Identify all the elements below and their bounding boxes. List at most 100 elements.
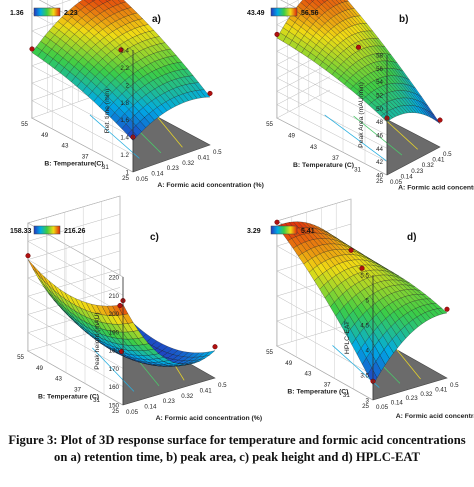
wall-gridline (27, 195, 124, 278)
colorbar-max-label: 2.23 (64, 10, 78, 17)
design-point (274, 219, 280, 225)
wall-gridline (27, 214, 124, 296)
y-tick-label: 49 (288, 132, 295, 139)
z-tick-label: 190 (109, 329, 120, 336)
x-tick-label: 0.5 (218, 382, 227, 389)
x-axis-title: A: Formic acid concentration (%) (156, 415, 263, 422)
z-tick-label: 4.5 (360, 323, 369, 330)
y-tick-label: 55 (17, 354, 24, 361)
design-point (348, 247, 354, 253)
z-tick-label: 3 (366, 398, 370, 405)
colorbar (270, 225, 298, 235)
x-tick-label: 0.5 (443, 151, 452, 158)
z-tick-label: 5 (366, 298, 370, 305)
y-axis-title: B: Temperature(C) (44, 161, 103, 168)
z-tick-label: 1.4 (120, 135, 129, 142)
x-tick-label: 0.05 (390, 179, 403, 186)
z-tick-label: 54 (376, 79, 383, 86)
z-axis-title: Peak Area (mAU/min) (358, 82, 365, 148)
z-tick-label: 220 (109, 275, 120, 282)
y-tick-label: 25 (376, 178, 383, 185)
z-tick-label: 5.5 (360, 273, 369, 280)
x-tick-label: 0.5 (450, 382, 459, 389)
x-tick-label: 0.32 (422, 162, 435, 169)
chart-panel-3: 150 160 170 180 190 200 210 220 Peak height (mAU… (10, 195, 263, 422)
y-axis-title: B: Temperature (C) (287, 389, 348, 396)
z-tick-label: 42 (376, 159, 383, 166)
y-tick-label: 31 (93, 397, 100, 404)
chart-panel-2: 40 42 44 46 48 50 52 54 56 58 Peak Area (mAU/min) 0… (247, 0, 474, 192)
design-point (25, 253, 31, 259)
wall-gridline (31, 90, 134, 173)
x-axis-title: A: Formic acid concentration (%) (396, 413, 474, 420)
design-point (29, 46, 35, 52)
z-tick-label: 40 (376, 173, 383, 180)
z-tick-label: 52 (376, 93, 383, 100)
colorbar-max-label: 56.56 (301, 10, 319, 17)
y-tick-label: 37 (332, 155, 339, 162)
design-point (444, 306, 450, 312)
z-tick-label: 56 (376, 66, 383, 73)
design-point (274, 31, 280, 37)
surface-cell (199, 89, 211, 98)
y-tick-label: 31 (102, 164, 109, 171)
y-tick-label: 55 (21, 121, 28, 128)
wall-gridline (276, 89, 388, 176)
y-tick-label: 25 (112, 408, 119, 415)
x-tick-label: 0.5 (213, 149, 222, 156)
design-point (212, 344, 218, 350)
design-point (437, 117, 443, 123)
y-tick-label: 31 (354, 167, 361, 174)
z-tick-label: 1.2 (120, 152, 129, 159)
z-tick-label: 46 (376, 133, 383, 140)
z-tick-label: 160 (109, 384, 120, 391)
x-axis-title: A: Formic acid concentration (%) (157, 182, 264, 189)
colorbar-min-label: 158.33 (10, 228, 32, 235)
z-tick-label: 210 (109, 293, 120, 300)
design-point (118, 47, 124, 53)
z-tick-label: 180 (109, 348, 120, 355)
figure-caption: Figure 3: Plot of 3D response surface fo… (4, 432, 470, 466)
y-tick-label: 49 (285, 360, 292, 367)
z-tick-label: 3.5 (360, 373, 369, 380)
caption-line-1: Figure 3: Plot of 3D response surface fo… (8, 433, 466, 447)
colorbar-min-label: 3.29 (247, 228, 261, 235)
z-tick-label: 58 (376, 53, 383, 60)
z-tick-label: 4 (366, 348, 370, 355)
x-tick-label: 0.05 (126, 409, 139, 416)
y-tick-label: 25 (362, 403, 369, 410)
wall-gridline (276, 298, 374, 376)
x-tick-label: 0.23 (406, 395, 419, 402)
design-point (359, 265, 365, 271)
x-tick-label: 0.14 (401, 173, 414, 180)
surface-cell (437, 307, 448, 315)
x-axis-title: A: Formic acid concentration (%) (398, 185, 474, 192)
z-tick-label: 50 (376, 106, 383, 113)
colorbar-max-label: 5.41 (301, 228, 315, 235)
design-point (355, 44, 362, 50)
chart-panel-4: 3 3.5 4 4.5 5 5.5 HPLC-EAT 0.050.140.230.320.41… (247, 198, 474, 420)
y-tick-label: 43 (310, 144, 317, 151)
colorbar-min-label: 43.49 (247, 10, 265, 17)
panel-label: a) (152, 14, 161, 25)
surface-cell (204, 350, 216, 357)
z-tick-label: 1.6 (120, 117, 129, 124)
y-tick-label: 55 (266, 121, 273, 128)
floor-contour (353, 115, 403, 156)
wall-gridline (276, 63, 388, 149)
x-tick-label: 0.14 (391, 400, 404, 407)
y-tick-label: 25 (122, 175, 129, 182)
colorbar (33, 225, 61, 235)
colorbar (270, 7, 298, 17)
design-point (207, 90, 213, 96)
z-axis-title: Peak height (mAU) (94, 312, 101, 369)
surface-cell (91, 0, 96, 2)
y-tick-label: 43 (55, 376, 62, 383)
y-tick-label: 49 (41, 132, 48, 139)
z-tick-label: 170 (109, 366, 120, 373)
x-tick-label: 0.41 (435, 386, 448, 393)
y-tick-label: 31 (343, 392, 350, 399)
z-tick-label: 150 (109, 403, 120, 410)
